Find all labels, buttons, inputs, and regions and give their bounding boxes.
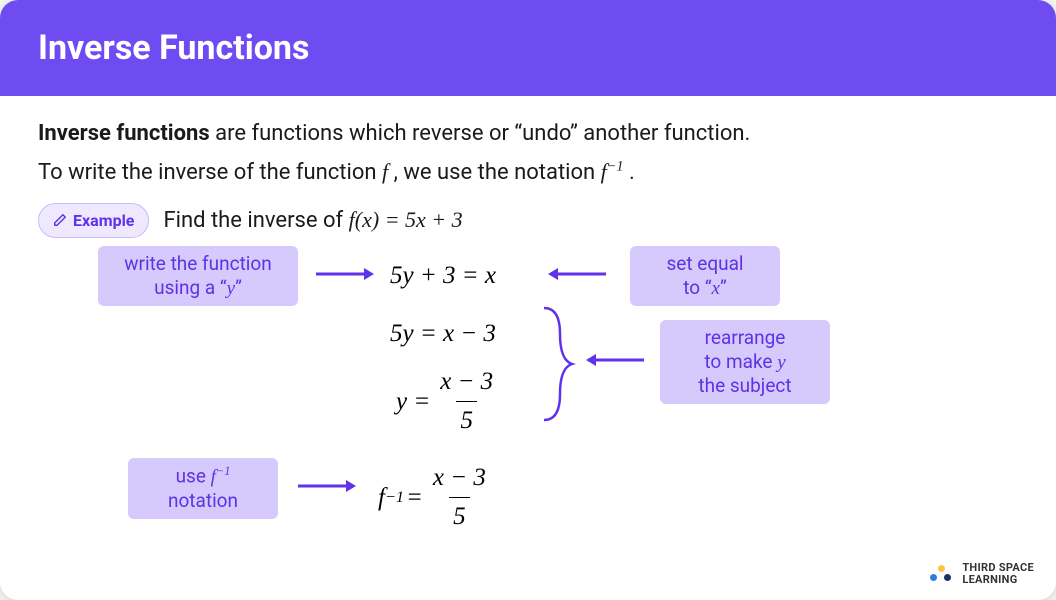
eq4-frac: x − 3 5: [429, 460, 490, 536]
example-prompt-math: f(x) = 5x + 3: [349, 207, 463, 232]
annot-rearrange: rearrange to make y the subject: [660, 320, 830, 404]
eq3-den: 5: [456, 401, 477, 439]
arrow-left-icon: [586, 350, 646, 370]
eq1-text: 5y + 3 = x: [390, 262, 496, 289]
eq3-frac: x − 3 5: [436, 364, 497, 440]
example-row: Example Find the inverse of f(x) = 5x + …: [38, 203, 1018, 238]
arrow-right-icon: [296, 476, 356, 496]
eq2-text: 5y = x − 3: [390, 320, 496, 347]
eq4-num: x − 3: [429, 460, 490, 497]
pencil-icon: [53, 213, 67, 227]
annot-a1-end: ”: [235, 276, 242, 299]
annot-a3-l1: rearrange: [705, 326, 786, 349]
annot-a4-l2: notation: [168, 489, 238, 512]
eq4-exp: −1: [385, 486, 404, 510]
example-prompt: Find the inverse of f(x) = 5x + 3: [163, 204, 462, 237]
annot-a3-l3: the subject: [698, 374, 791, 397]
annot-a2-l2: to “: [683, 276, 711, 299]
annot-a4-l1: use: [176, 464, 211, 487]
intro-l2-pre: To write the inverse of the function: [38, 160, 382, 185]
intro-line-1: Inverse functions are functions which re…: [38, 118, 1018, 150]
example-pill: Example: [38, 203, 149, 238]
logo: THIRD SPACE LEARNING: [930, 562, 1034, 586]
annot-a3-y: y: [777, 352, 785, 373]
annot-a1-l1: write the function: [124, 252, 272, 275]
eq3-lhs: y =: [396, 384, 430, 420]
arrow-left-icon: [548, 264, 608, 284]
eq4-f: f: [378, 480, 385, 516]
annot-set-equal: set equal to “x”: [630, 246, 780, 307]
annot-a1-l2: using a “: [154, 276, 227, 299]
example-prompt-pre: Find the inverse of: [163, 208, 348, 233]
annot-use-notation: use f−1 notation: [128, 458, 278, 519]
header: Inverse Functions: [0, 0, 1056, 96]
eq3-num: x − 3: [436, 364, 497, 401]
intro-line-2: To write the inverse of the function f ,…: [38, 156, 1018, 189]
logo-text: THIRD SPACE LEARNING: [962, 562, 1034, 586]
intro-l2-mid: , we use the notation: [388, 160, 601, 185]
logo-mark-icon: [930, 565, 954, 583]
content: Inverse functions are functions which re…: [0, 96, 1056, 592]
diagram: write the function using a “y” set equal…: [38, 244, 1018, 574]
eq-3: y = x − 3 5: [396, 364, 497, 440]
intro-rest: are functions which reverse or “undo” an…: [210, 121, 751, 146]
annot-a3-l2: to make: [704, 350, 777, 373]
eq4-eq: =: [406, 480, 423, 516]
annot-write-y: write the function using a “y”: [98, 246, 298, 307]
annot-a2-end: ”: [720, 276, 727, 299]
example-pill-label: Example: [73, 209, 134, 232]
page-title: Inverse Functions: [38, 28, 309, 68]
annot-a4-exp: −1: [216, 464, 231, 478]
card: Inverse Functions Inverse functions are …: [0, 0, 1056, 600]
eq-4: f−1 = x − 3 5: [378, 460, 490, 536]
intro-l2-exp: −1: [607, 159, 624, 175]
eq-2: 5y = x − 3: [390, 316, 496, 352]
annot-a2-l1: set equal: [666, 252, 743, 275]
annot-a1-y: y: [227, 278, 235, 299]
eq-1: 5y + 3 = x: [390, 258, 496, 294]
logo-line2: LEARNING: [962, 574, 1034, 586]
arrow-right-icon: [314, 264, 374, 284]
eq4-den: 5: [449, 497, 470, 535]
brace-icon: [536, 304, 576, 424]
intro-l2-end: .: [624, 160, 635, 185]
intro-strong: Inverse functions: [38, 121, 210, 146]
annot-a2-x: x: [712, 278, 720, 299]
